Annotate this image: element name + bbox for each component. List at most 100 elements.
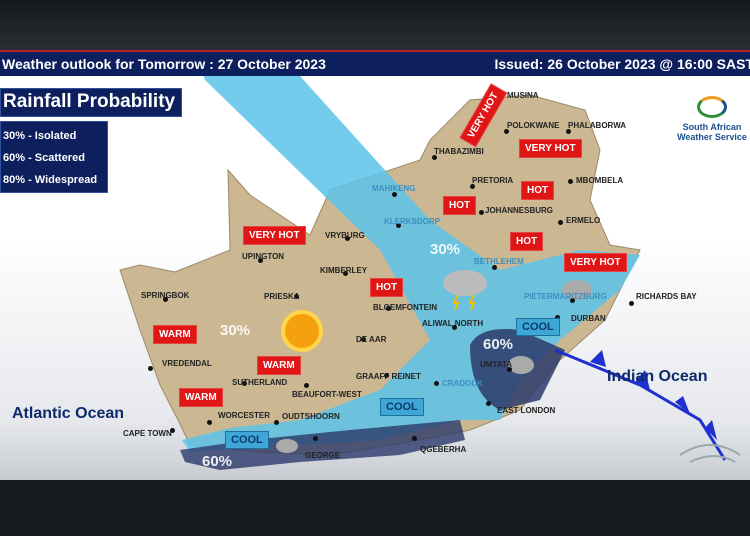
city-dot: [558, 220, 563, 225]
logo-icon: [697, 96, 727, 118]
rain-probability-label: 30%: [430, 241, 461, 258]
city-label: RICHARDS BAY: [636, 292, 697, 301]
city-label: QGEBERHA: [420, 445, 467, 454]
city-dot: [432, 155, 437, 160]
video-top-bar: [0, 0, 750, 50]
city-dot: [568, 179, 573, 184]
atlantic-ocean-label: Atlantic Ocean: [12, 405, 125, 422]
issued-time: Issued: 26 October 2023 @ 16:00 SAST: [494, 56, 750, 72]
city-label: PIETERMARITZBURG: [524, 292, 607, 301]
city-label: EAST LONDON: [497, 406, 556, 415]
city-label: VREDENDAL: [162, 359, 212, 368]
city-dot: [507, 367, 512, 372]
city-label: BLOEMFONTEIN: [373, 303, 437, 312]
rain-cloud-icon: [276, 280, 592, 453]
city-dot: [486, 401, 491, 406]
city-dot: [392, 192, 397, 197]
city-label: PHALABORWA: [568, 121, 627, 130]
city-dot: [555, 315, 560, 320]
city-dot: [479, 210, 484, 215]
city-label: MUSINA: [507, 91, 539, 100]
rain-band-60-south: [180, 420, 465, 470]
city-dot: [504, 129, 509, 134]
city-dot: [207, 420, 212, 425]
city-label: PRETORIA: [472, 176, 514, 185]
weather-map: Rainfall Probability 30% - Isolated 60% …: [0, 76, 750, 480]
city-label: DE AAR: [356, 335, 387, 344]
city-label: KIMBERLEY: [320, 266, 368, 275]
legend: 30% - Isolated 60% - Scattered 80% - Wid…: [0, 121, 108, 193]
temp-tag: HOT: [443, 196, 477, 215]
city-label: PRIESKA: [264, 292, 300, 301]
legend-item: 60% - Scattered: [3, 152, 85, 164]
cold-front-icon: [554, 348, 727, 461]
rain-probability-label: 30%: [220, 322, 251, 339]
city-label: VRYBURG: [325, 231, 365, 240]
city-dot: [566, 129, 571, 134]
city-label: UMTATA: [480, 360, 512, 369]
city-dot: [361, 337, 366, 342]
city-label: OUDTSHOORN: [282, 412, 340, 421]
temp-tag: HOT: [510, 232, 544, 251]
city-dot: [570, 298, 575, 303]
city-label: SPRINGBOK: [141, 291, 190, 300]
city-label: GRAAFF REINET: [356, 372, 421, 381]
city-label: UPINGTON: [242, 252, 285, 261]
city-label: CRADOCK: [442, 379, 483, 388]
city-dot: [434, 381, 439, 386]
city-label: KLERKSDORP: [384, 217, 441, 226]
temp-tag: HOT: [370, 278, 404, 297]
temp-tag: HOT: [521, 181, 555, 200]
swirl-icon: [679, 444, 741, 463]
outlook-title: Weather outlook for Tomorrow : 27 Octobe…: [2, 56, 326, 72]
city-dot: [242, 381, 247, 386]
city-label: DURBAN: [571, 314, 606, 323]
city-label: THABAZIMBI: [434, 147, 484, 156]
temp-tag: WARM: [179, 388, 223, 407]
city-dot: [313, 436, 318, 441]
logo-text: South African: [682, 122, 742, 132]
city-dot: [470, 184, 475, 189]
temp-tag: VERY HOT: [519, 139, 582, 158]
city-dot: [396, 223, 401, 228]
temp-tag: VERY HOT: [564, 253, 627, 272]
map-shapes: [119, 76, 741, 470]
city-dot: [258, 258, 263, 263]
city-dot: [304, 383, 309, 388]
city-label: POLOKWANE: [507, 121, 560, 130]
city-label: BETHLEHEM: [474, 257, 524, 266]
city-dot: [170, 428, 175, 433]
city-label: JOHANNESBURG: [485, 206, 554, 215]
city-label: WORCESTER: [218, 411, 270, 420]
city-label: SUTHERLAND: [232, 378, 288, 387]
city-dot: [384, 373, 389, 378]
thunderstorm-icon: [443, 270, 487, 311]
video-bottom-bar: [0, 480, 750, 536]
city-dot: [163, 297, 168, 302]
city-dot: [386, 306, 391, 311]
cool-tag: COOL: [225, 431, 269, 449]
temp-tag: VERY HOT: [243, 226, 306, 245]
temp-tag: WARM: [153, 325, 197, 344]
indian-ocean-label: Indian Ocean: [607, 368, 708, 385]
city-dot: [343, 271, 348, 276]
city-label: CAPE TOWN: [123, 429, 172, 438]
cool-tag: COOL: [380, 398, 424, 416]
city-dot: [294, 294, 299, 299]
rain-probability-label: 60%: [202, 453, 233, 470]
city-label: BEAUFORT-WEST: [292, 390, 362, 399]
legend-item: 80% - Widespread: [3, 174, 98, 186]
city-dot: [492, 265, 497, 270]
city-dot: [412, 436, 417, 441]
temp-tag: WARM: [257, 356, 301, 375]
city-dot: [148, 366, 153, 371]
city-dot: [345, 236, 350, 241]
legend-item: 30% - Isolated: [3, 130, 77, 142]
cool-tag: COOL: [516, 318, 560, 336]
sun-icon: [281, 310, 323, 352]
legend-title: Rainfall Probability: [0, 88, 183, 117]
header-bar: Weather outlook for Tomorrow : 27 Octobe…: [0, 50, 750, 76]
rain-probability-label: 60%: [483, 336, 514, 353]
city-dot: [274, 420, 279, 425]
city-dot: [629, 301, 634, 306]
